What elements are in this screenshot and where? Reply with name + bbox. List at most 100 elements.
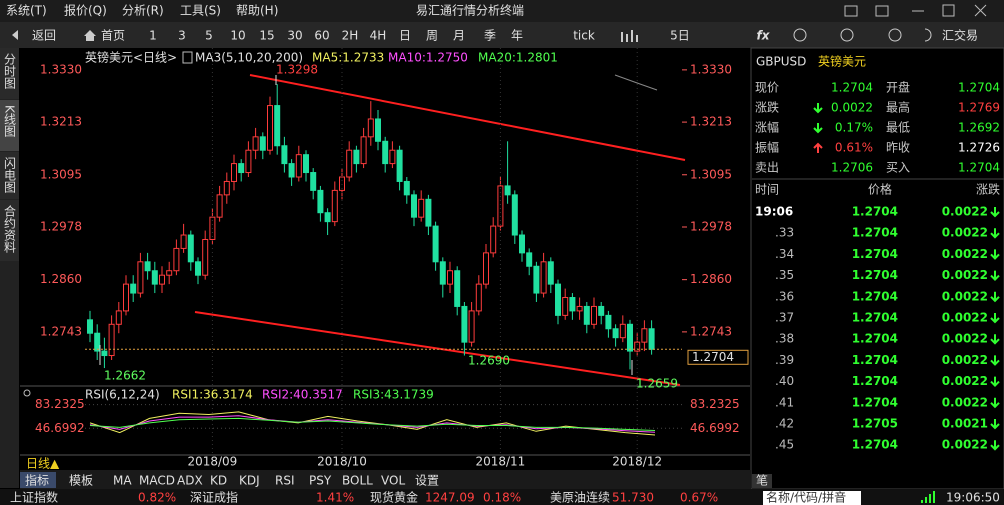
back-button[interactable]: 返回 [32,29,56,43]
status-item: 上证指数 [10,490,58,505]
indicator-tab[interactable]: RSI [275,474,295,488]
candle-body [396,149,403,182]
indicator-tab[interactable]: 模板 [69,474,93,488]
signal-icon [921,491,935,503]
period-button[interactable]: 10 [230,29,245,43]
period-button[interactable]: tick [573,29,595,43]
period-button[interactable]: 60 [314,29,329,43]
period-button[interactable]: 日 [399,29,411,43]
candle-body [123,283,129,312]
indicator-tab[interactable]: VOL [381,474,405,488]
search-placeholder[interactable]: 名称/代码/拼音 [766,490,846,505]
home-button[interactable]: 首页 [101,29,125,43]
candle-body [195,261,201,276]
trade-button[interactable]: 汇交易 [942,28,978,43]
search-box[interactable] [763,491,861,505]
tick-change: 0.0022 [942,289,988,303]
arrow-icon [813,103,823,114]
window-title: 易汇通行情分析终端 [416,3,524,18]
home-icon[interactable] [84,30,96,41]
tick-time: .40 [775,374,794,388]
side-tab-label[interactable]: 分时图 [3,53,17,89]
period-button[interactable]: 年 [511,29,523,43]
indicator-tab[interactable]: ADX [177,474,203,488]
period-button[interactable]: 1 [149,29,157,43]
candle-body [591,305,597,325]
candle-body [87,319,93,334]
fx-button[interactable]: fx [757,29,771,43]
indicator-tab[interactable]: KD [210,474,227,488]
toolbar [0,22,1004,48]
back-icon[interactable] [12,30,18,40]
candle-body [648,328,655,350]
indicator-tab[interactable]: MACD [139,474,175,488]
tick-price: 1.2704 [852,247,898,261]
candle-body [504,185,511,196]
bar-icon[interactable] [621,30,638,42]
indicator-tab[interactable]: MA [113,474,132,488]
tick-change: 0.0022 [942,395,988,409]
candle-body [375,118,381,142]
period-button[interactable]: 季 [484,29,496,43]
period-button[interactable]: 3 [178,29,186,43]
side-tab[interactable] [0,152,19,199]
tick-time: .42 [775,417,794,431]
side-tab-label[interactable]: 闪电图 [3,157,17,193]
side-tab[interactable] [0,200,19,261]
indicator-tab[interactable]: PSY [309,474,332,488]
quote-label: 振幅 [755,140,779,155]
candle-body [439,261,446,285]
table-header: 涨跌 [976,182,1000,197]
icon[interactable] [875,5,889,17]
indicator-tab[interactable]: BOLL [342,474,373,488]
side-tab-label[interactable]: K线图 [3,105,17,137]
candle-body [252,136,259,151]
menu-item[interactable]: 分析(R) [122,4,164,18]
period-button[interactable]: 5 [205,29,213,43]
active-tab[interactable] [20,472,56,488]
period-button[interactable]: 周 [426,29,438,43]
menu-item[interactable]: 报价(Q) [64,3,107,18]
quote-label: 最高 [886,100,910,115]
period-label[interactable]: 日线▲ [26,457,60,471]
period-button[interactable]: 4H [370,29,387,43]
quote-value: 0.0022 [831,101,873,115]
icon[interactable] [844,5,858,17]
menu-item[interactable]: 系统(T) [6,4,47,18]
arrow-icon [990,334,1000,345]
indicator-tab[interactable]: 指标 [25,473,49,488]
tool-icon[interactable] [888,28,902,42]
period-button[interactable]: 2H [342,29,359,43]
side-tab[interactable] [0,100,19,151]
bottom-tab[interactable] [752,474,772,488]
side-tab-label[interactable]: 合约资料 [3,204,17,253]
bottom-tab-label[interactable]: 笔 [756,473,768,488]
y-tick-label: 1.3330 [690,62,732,76]
tick-time: .38 [775,332,794,346]
candle-body [576,305,583,312]
tool-icon[interactable] [840,28,854,42]
y-tick-label: 1.3213 [40,115,82,129]
close[interactable] [974,4,987,17]
indicator-tab[interactable]: 设置 [415,474,439,488]
chart-legend-title: 英镑美元<日线> [85,50,177,65]
menu-item[interactable]: 工具(S) [180,4,221,18]
menu-item[interactable]: 帮助(H) [236,4,278,18]
tick-time: .35 [775,268,794,282]
side-tab[interactable] [0,48,19,99]
period-button[interactable]: 15 [259,29,274,43]
maximize[interactable] [942,4,955,17]
indicator-tab[interactable]: KDJ [239,474,260,488]
five-day-button[interactable]: 5日 [670,29,690,43]
candle-body [562,297,569,316]
tick-time: .37 [775,311,794,325]
legend-entry: RSI1:36.3174 [172,388,253,402]
status-item: 1.41% [316,491,354,505]
tool-icon[interactable] [793,28,807,42]
dollar-icon[interactable] [924,28,932,42]
tick-change: 0.0022 [942,226,988,240]
period-button[interactable]: 30 [287,29,302,43]
period-button[interactable]: 月 [453,29,465,43]
status-item: 0.18% [483,491,521,505]
y-tick-label: 1.2743 [690,324,732,338]
